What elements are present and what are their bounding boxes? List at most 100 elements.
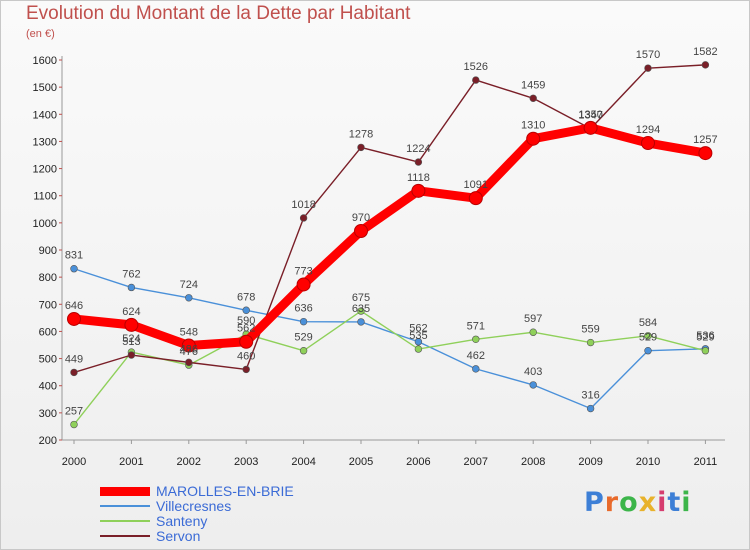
- data-label-villecresnes: 831: [65, 250, 83, 262]
- data-label-santeny: 476: [180, 346, 198, 358]
- data-point-servon: [644, 64, 652, 72]
- legend-swatch: [100, 535, 150, 537]
- x-tick-label: 2011: [694, 456, 718, 468]
- legend-label: MAROLLES-EN-BRIE: [156, 483, 294, 499]
- legend-item-villecresnes: Villecresnes: [100, 498, 360, 514]
- data-label-villecresnes: 462: [467, 350, 485, 362]
- series-line-marolles-en-brie: [69, 123, 710, 351]
- data-label-santeny: 571: [467, 320, 485, 332]
- series-line-villecresnes: [73, 268, 707, 410]
- y-tick-label: 1400: [33, 109, 57, 121]
- data-label-villecresnes: 316: [581, 390, 599, 402]
- logo-letter: i: [681, 487, 692, 518]
- data-point-marolles-en-brie: [239, 334, 254, 349]
- data-label-santeny: 590: [237, 315, 255, 327]
- y-tick-label: 1200: [33, 164, 57, 176]
- y-tick-label: 800: [39, 272, 57, 284]
- data-point-santeny: [644, 332, 652, 340]
- data-point-santeny: [701, 347, 710, 355]
- data-label-servon: 513: [122, 336, 140, 348]
- data-label-villecresnes: 724: [180, 279, 198, 291]
- series-line-servon: [73, 64, 707, 374]
- legend-label: Santeny: [156, 513, 208, 529]
- data-label-santeny: 535: [409, 330, 427, 342]
- legend-label: Servon: [156, 528, 201, 544]
- data-label-marolles-en-brie: 1091: [464, 179, 488, 191]
- data-label-marolles-en-brie: 548: [180, 327, 198, 339]
- y-tick-label: 500: [39, 354, 57, 366]
- data-point-marolles-en-brie: [641, 136, 655, 151]
- data-point-santeny: [472, 335, 480, 343]
- data-point-servon: [529, 94, 537, 102]
- chart-title: Evolution du Montant de la Dette par Hab…: [26, 3, 411, 24]
- data-label-villecresnes: 562: [409, 323, 427, 335]
- data-label-santeny: 675: [352, 292, 370, 304]
- data-label-villecresnes: 678: [237, 291, 255, 303]
- data-label-villecresnes: 536: [696, 330, 714, 342]
- x-tick-label: 2006: [406, 456, 430, 468]
- data-point-villecresnes: [299, 317, 308, 326]
- x-tick-label: 2010: [636, 456, 660, 468]
- data-label-marolles-en-brie: 1350: [578, 109, 602, 121]
- data-point-villecresnes: [242, 306, 250, 314]
- data-label-servon: 1018: [291, 199, 315, 211]
- series-line-santeny: [73, 310, 707, 426]
- data-point-servon: [70, 368, 78, 377]
- logo-letter: i: [657, 487, 668, 518]
- series-marolles-en-brie: [67, 120, 713, 353]
- data-label-villecresnes: 635: [352, 303, 370, 315]
- data-point-villecresnes: [586, 404, 595, 413]
- proxiti-logo: Proxiti: [584, 487, 692, 518]
- logo-letter: P: [584, 487, 605, 518]
- data-point-marolles-en-brie: [67, 311, 81, 326]
- data-point-marolles-en-brie: [698, 146, 713, 161]
- data-label-marolles-en-brie: 646: [65, 300, 83, 312]
- series-lines: [67, 61, 713, 429]
- x-tick-label: 2003: [234, 456, 258, 468]
- data-point-villecresnes: [357, 318, 365, 326]
- data-label-santeny: 257: [65, 406, 83, 418]
- data-point-marolles-en-brie: [526, 131, 541, 146]
- legend: MAROLLES-EN-BRIE Villecresnes Santeny Servo…: [100, 483, 360, 544]
- legend-swatch: [100, 520, 150, 522]
- data-point-marolles-en-brie: [354, 224, 368, 238]
- logo-letter: o: [619, 487, 639, 518]
- data-point-marolles-en-brie: [124, 317, 139, 332]
- x-tick-label: 2007: [464, 456, 488, 468]
- data-point-villecresnes: [127, 283, 136, 292]
- series-servon: [70, 61, 710, 377]
- data-point-villecresnes: [70, 265, 78, 273]
- data-point-villecresnes: [644, 347, 652, 355]
- x-tick-label: 2000: [62, 456, 86, 468]
- data-point-santeny: [529, 328, 537, 336]
- y-tick-label: 200: [39, 435, 57, 447]
- x-tick-label: 2004: [291, 456, 315, 468]
- data-point-servon: [414, 158, 423, 166]
- data-label-villecresnes: 403: [524, 366, 542, 378]
- data-point-marolles-en-brie: [181, 338, 196, 353]
- series-villecresnes: [70, 265, 710, 413]
- legend-item-servon: Servon: [100, 528, 360, 544]
- y-tick-label: 900: [39, 245, 57, 257]
- data-label-marolles-en-brie: 970: [352, 212, 370, 224]
- logo-letter: t: [667, 487, 682, 518]
- y-axis-unit-label: (en €): [26, 28, 55, 40]
- data-label-servon: 1570: [636, 49, 660, 61]
- y-tick-label: 1000: [33, 218, 57, 230]
- data-label-marolles-en-brie: 624: [122, 306, 140, 318]
- data-label-servon: 449: [65, 353, 83, 365]
- y-tick-label: 1500: [33, 82, 57, 94]
- data-label-marolles-en-brie: 562: [237, 323, 255, 335]
- logo-letter: r: [604, 487, 620, 518]
- data-point-villecresnes: [529, 381, 537, 389]
- logo-letter: x: [638, 487, 658, 518]
- data-label-servon: 1224: [406, 143, 430, 155]
- y-tick-label: 700: [39, 299, 57, 311]
- x-tick-label: 2009: [578, 456, 602, 468]
- data-label-villecresnes: 636: [294, 303, 312, 315]
- data-label-marolles-en-brie: 773: [294, 265, 312, 277]
- y-tick-label: 600: [39, 326, 57, 338]
- data-label-servon: 1278: [349, 128, 373, 140]
- data-point-servon: [185, 358, 193, 367]
